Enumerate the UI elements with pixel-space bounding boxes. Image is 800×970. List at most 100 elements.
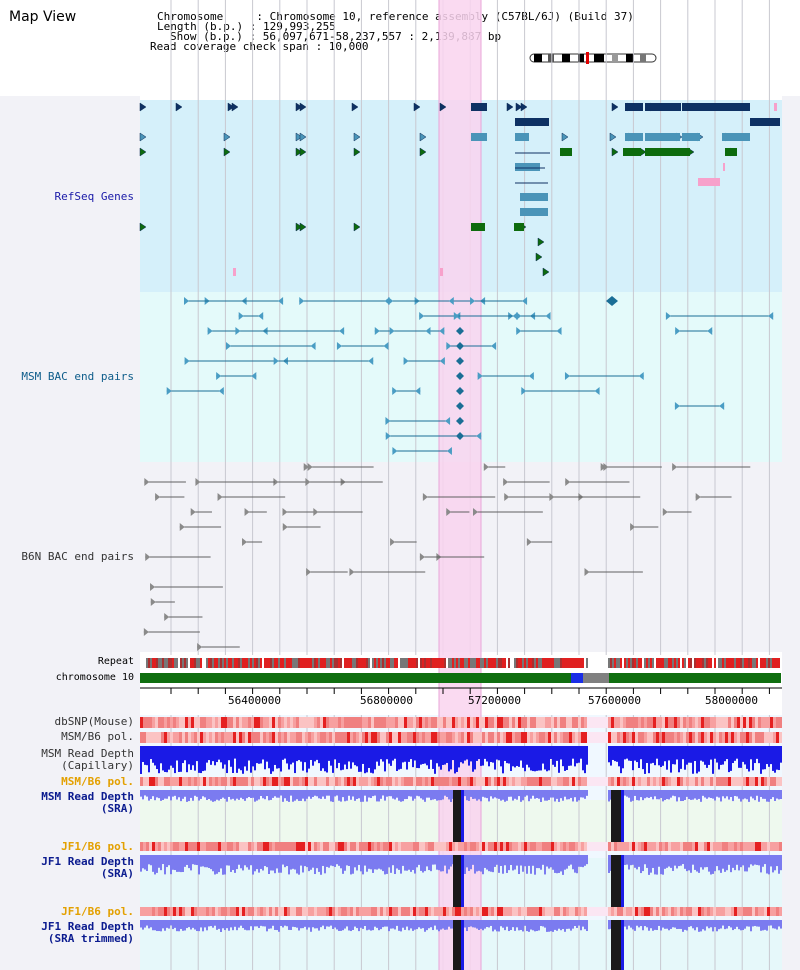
label-refseq-genes[interactable]: RefSeq Genes	[54, 190, 134, 203]
heat-cell	[194, 842, 197, 851]
bac-end	[446, 447, 452, 455]
heat-cell	[155, 732, 158, 743]
heat-cell	[365, 732, 368, 743]
depth-bar	[410, 855, 412, 872]
depth-bar	[520, 920, 522, 930]
depth-bar	[290, 855, 292, 870]
depth-bar	[356, 855, 358, 871]
repeat-element	[406, 658, 408, 668]
depth-bar	[504, 920, 506, 931]
label-msm-bac[interactable]: MSM BAC end pairs	[21, 370, 134, 383]
depth-bar	[770, 746, 772, 765]
heat-cell	[257, 777, 260, 786]
depth-bar	[584, 920, 586, 930]
heat-cell	[476, 732, 479, 743]
depth-bar	[534, 855, 536, 875]
label-msm-b6-pol-2[interactable]: MSM/B6 pol.	[61, 775, 134, 788]
heat-cell	[260, 777, 263, 786]
heat-cell	[404, 907, 407, 916]
label-msm-read-depth-sra[interactable]: MSM Read Depth	[41, 790, 134, 803]
label-msm-b6-pol-1[interactable]: MSM/B6 pol.	[61, 730, 134, 743]
repeat-element	[388, 658, 390, 668]
depth-bar	[508, 746, 510, 764]
label-jf1-b6-pol-1[interactable]: JF1/B6 pol.	[61, 840, 134, 853]
label-jf1-b6-pol-2[interactable]: JF1/B6 pol.	[61, 905, 134, 918]
heat-cell	[383, 717, 386, 728]
depth-bar	[210, 855, 212, 870]
heat-cell	[620, 732, 623, 743]
heat-cell	[482, 842, 485, 851]
repeat-element	[376, 658, 378, 668]
depth-bar	[402, 920, 404, 928]
depth-bar	[756, 920, 758, 927]
heat-cell	[179, 907, 182, 916]
heat-cell	[542, 732, 545, 743]
chromosome-ideogram[interactable]	[528, 52, 660, 64]
heat-cell	[542, 842, 545, 851]
heat-cell	[506, 777, 509, 786]
heat-cell	[686, 717, 689, 728]
bac-diamond	[456, 432, 464, 440]
heat-cell	[395, 732, 398, 743]
bac-end	[695, 493, 701, 501]
depth-bar	[778, 746, 780, 771]
repeat-element	[450, 658, 452, 668]
heat-cell	[557, 907, 560, 916]
depth-bar	[354, 855, 356, 868]
label-b6n-bac[interactable]: B6N BAC end pairs	[21, 550, 134, 563]
label-msm-read-depth-cap[interactable]: MSM Read Depth	[41, 747, 134, 760]
label-jf1-read-depth[interactable]: JF1 Read Depth	[41, 855, 134, 868]
repeat-element	[758, 658, 760, 668]
heat-cell	[722, 907, 725, 916]
heat-cell	[614, 907, 617, 916]
heat-cell	[731, 717, 734, 728]
gene-arrow	[223, 147, 231, 157]
heat-cell	[467, 717, 470, 728]
depth-bar	[230, 746, 232, 767]
bac-end	[662, 508, 668, 516]
depth-bar	[432, 790, 434, 800]
heat-cell	[455, 907, 458, 916]
label-dbsnp[interactable]: dbSNP(Mouse)	[54, 715, 134, 728]
label-repeat[interactable]: Repeat	[97, 656, 134, 667]
depth-bar	[692, 855, 694, 865]
depth-bar	[246, 746, 248, 771]
heat-cell	[254, 717, 257, 728]
depth-bar	[544, 790, 546, 801]
depth-bar	[518, 790, 520, 797]
heat-cell	[236, 907, 239, 916]
heat-cell	[341, 842, 344, 851]
label-jf1-read-depth-trim[interactable]: JF1 Read Depth	[41, 920, 134, 933]
heat-cell	[572, 777, 575, 786]
depth-bar	[186, 790, 188, 802]
heat-cell	[518, 907, 521, 916]
depth-bar	[348, 920, 350, 931]
heat-cell	[623, 907, 626, 916]
heat-cell	[698, 732, 701, 743]
heat-cell	[482, 717, 485, 728]
repeat-element	[414, 658, 416, 668]
heat-cell	[737, 907, 740, 916]
depth-bar	[148, 855, 150, 865]
heat-cell	[263, 717, 266, 728]
depth-bar	[572, 790, 574, 802]
heat-cell	[731, 777, 734, 786]
gene-arrow	[231, 102, 239, 112]
depth-bar	[220, 746, 222, 763]
heat-cell	[227, 777, 230, 786]
depth-bar	[474, 790, 476, 799]
depth-bar	[374, 920, 376, 927]
depth-bar	[226, 855, 228, 866]
gene-arrow	[561, 132, 569, 142]
repeat-element	[756, 658, 758, 668]
heat-cell	[536, 777, 539, 786]
depth-bar	[252, 855, 254, 875]
heat-cell	[431, 842, 434, 851]
heat-cell	[407, 907, 410, 916]
depth-bar	[238, 746, 240, 769]
depth-bar	[164, 855, 166, 875]
heat-cell	[542, 777, 545, 786]
heat-cell	[263, 777, 266, 786]
label-chromosome[interactable]: chromosome 10	[55, 672, 134, 683]
